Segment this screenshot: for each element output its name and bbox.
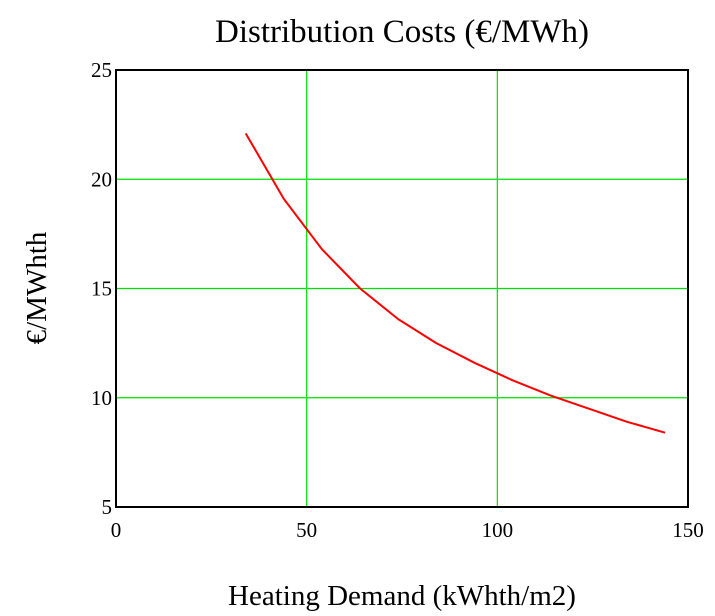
plot-frame — [115, 69, 689, 508]
chart-title: Distribution Costs (€/MWh) — [215, 14, 589, 50]
y-tick-label-5: 5 — [102, 495, 113, 519]
x-tick-label-50: 50 — [296, 518, 317, 542]
x-axis-label: Heating Demand (kWhth/m2) — [228, 580, 576, 612]
grid — [116, 70, 688, 507]
x-tick-label-100: 100 — [482, 518, 514, 542]
y-axis-label: €/MWhth — [21, 231, 53, 344]
y-tick-label-10: 10 — [91, 386, 112, 410]
x-tick-label-0: 0 — [111, 518, 122, 542]
series-layer — [244, 132, 666, 434]
y-tick-label-20: 20 — [91, 167, 112, 191]
y-tick-label-15: 15 — [91, 277, 112, 301]
x-tick-labels: 0 50 100 150 — [111, 518, 704, 542]
y-tick-label-25: 25 — [91, 58, 112, 82]
x-tick-label-150: 150 — [672, 518, 704, 542]
y-tick-labels: 5 10 15 20 25 — [91, 58, 112, 519]
series-line-0 — [244, 132, 666, 434]
